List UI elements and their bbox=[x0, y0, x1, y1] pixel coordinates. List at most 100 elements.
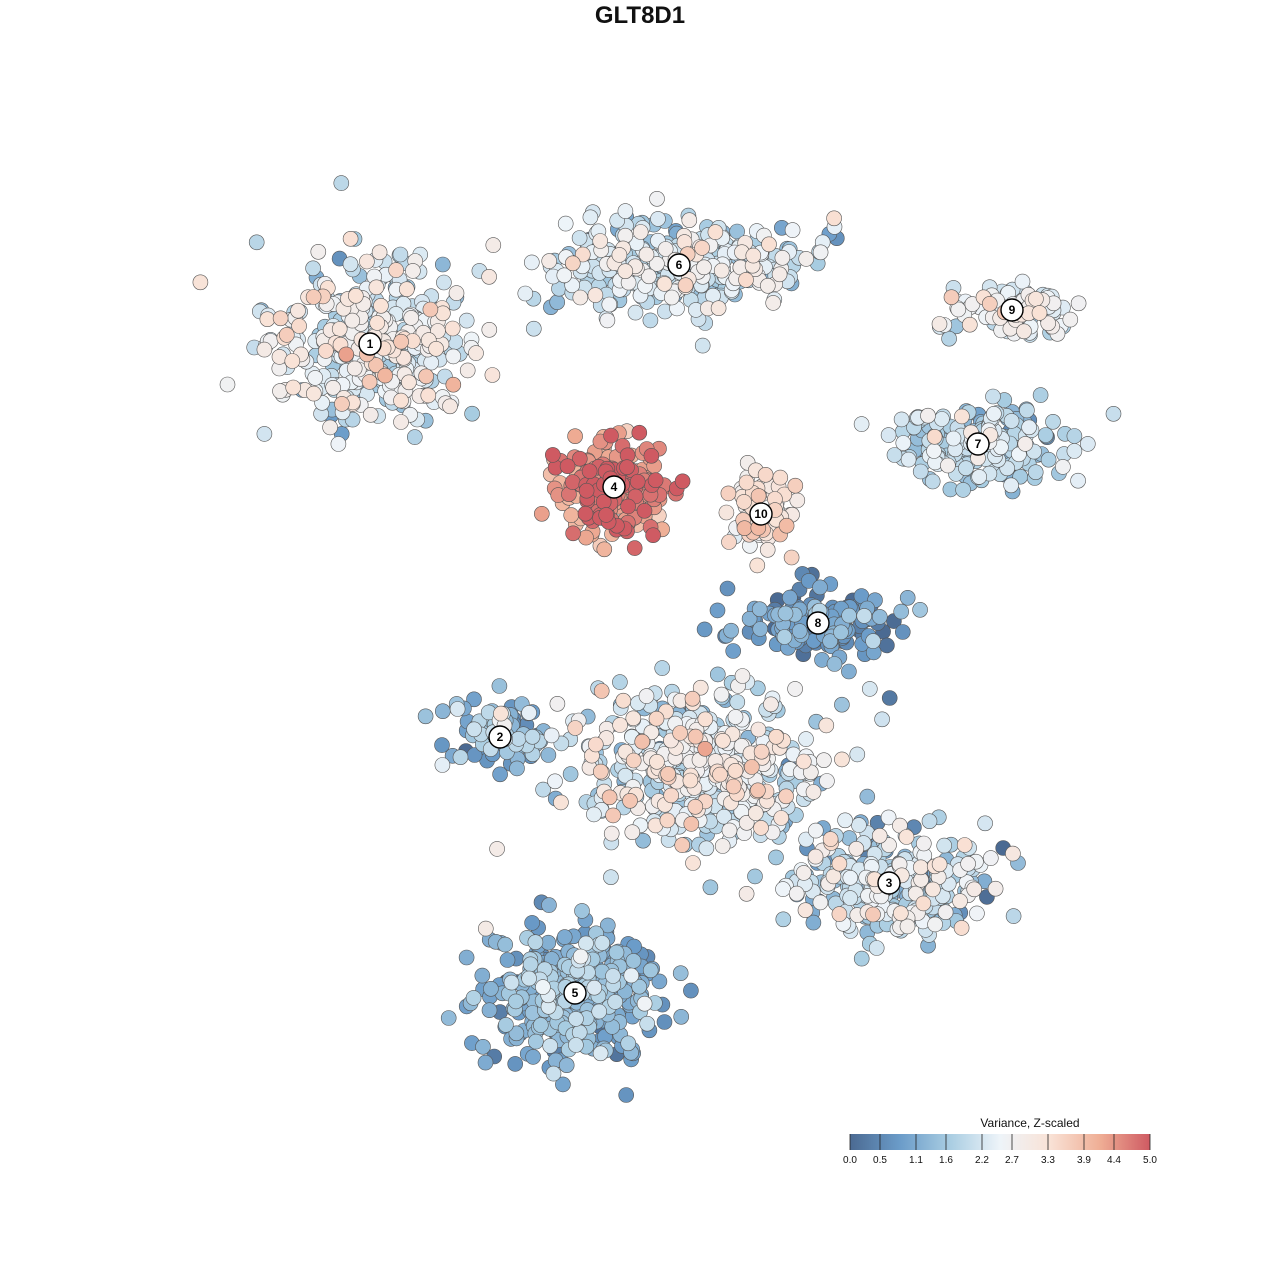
data-point bbox=[248, 234, 265, 251]
data-point bbox=[931, 316, 948, 332]
data-point bbox=[448, 285, 465, 301]
data-point bbox=[568, 1037, 584, 1053]
data-point bbox=[634, 733, 651, 750]
data-point bbox=[458, 312, 475, 329]
data-point bbox=[483, 980, 499, 997]
data-point bbox=[1040, 315, 1056, 332]
data-point bbox=[773, 810, 790, 826]
data-point bbox=[696, 259, 712, 276]
data-point bbox=[541, 253, 558, 269]
data-point bbox=[256, 341, 273, 358]
data-point bbox=[535, 781, 551, 798]
cluster-labels: 1 2 3 4 5 6 7 8 9 10 bbox=[358, 253, 1024, 1005]
data-point bbox=[612, 674, 628, 690]
data-points bbox=[192, 175, 1122, 1103]
data-point bbox=[405, 263, 421, 279]
data-point bbox=[822, 633, 838, 650]
data-point bbox=[750, 782, 766, 799]
data-point bbox=[553, 794, 569, 811]
data-point bbox=[893, 411, 910, 428]
cluster-label-6: 6 bbox=[667, 253, 691, 277]
data-point bbox=[641, 268, 657, 285]
data-point bbox=[697, 740, 713, 757]
data-point bbox=[642, 962, 659, 979]
data-point bbox=[826, 210, 842, 227]
svg-text:4: 4 bbox=[611, 480, 618, 494]
data-point bbox=[477, 920, 494, 937]
data-point bbox=[543, 727, 560, 744]
data-point bbox=[774, 249, 791, 266]
data-point bbox=[750, 721, 767, 738]
data-point bbox=[445, 348, 462, 365]
data-point bbox=[563, 507, 580, 523]
data-point bbox=[474, 967, 491, 984]
data-point bbox=[639, 1015, 656, 1032]
data-point bbox=[718, 504, 735, 521]
data-point bbox=[401, 374, 417, 391]
data-point bbox=[491, 678, 508, 694]
legend-tick-label: 1.6 bbox=[939, 1155, 953, 1166]
data-point bbox=[943, 289, 960, 306]
data-point bbox=[894, 624, 911, 640]
data-point bbox=[707, 224, 724, 240]
data-point bbox=[442, 398, 458, 415]
data-point bbox=[582, 209, 599, 226]
data-point bbox=[788, 885, 805, 902]
data-point bbox=[347, 287, 364, 304]
data-point bbox=[624, 824, 641, 841]
data-point bbox=[759, 277, 776, 294]
data-point bbox=[517, 285, 534, 302]
svg-text:3: 3 bbox=[886, 876, 893, 890]
data-point bbox=[787, 681, 803, 697]
data-point bbox=[291, 318, 307, 334]
data-point bbox=[373, 297, 389, 314]
data-point bbox=[950, 301, 967, 318]
data-point bbox=[727, 709, 744, 725]
data-point bbox=[672, 725, 688, 741]
data-point bbox=[899, 918, 916, 935]
data-point bbox=[285, 379, 302, 396]
data-point bbox=[556, 267, 573, 284]
data-point bbox=[586, 806, 602, 823]
legend-tick-label: 1.1 bbox=[909, 1155, 923, 1166]
data-point bbox=[333, 175, 350, 191]
data-point bbox=[422, 301, 439, 318]
data-point bbox=[477, 1054, 494, 1071]
data-point bbox=[812, 244, 829, 261]
data-point bbox=[444, 320, 461, 337]
data-point bbox=[625, 710, 642, 727]
data-point bbox=[574, 246, 591, 263]
data-point bbox=[961, 316, 978, 333]
cluster-label-7: 7 bbox=[966, 432, 990, 456]
cluster-label-10: 10 bbox=[749, 502, 773, 526]
data-point bbox=[674, 837, 691, 853]
data-point bbox=[406, 429, 423, 445]
data-point bbox=[388, 262, 404, 278]
data-point bbox=[960, 855, 976, 872]
cluster-label-2: 2 bbox=[488, 725, 512, 749]
data-point bbox=[698, 840, 715, 857]
data-point bbox=[825, 868, 842, 885]
data-point bbox=[702, 879, 719, 896]
data-point bbox=[831, 855, 848, 872]
data-point bbox=[612, 717, 628, 733]
data-point bbox=[1105, 405, 1122, 422]
data-point bbox=[346, 360, 363, 377]
data-point bbox=[594, 935, 611, 951]
data-point bbox=[578, 482, 595, 499]
data-point bbox=[466, 721, 482, 738]
data-point bbox=[971, 469, 988, 485]
data-point bbox=[712, 766, 728, 783]
data-point bbox=[434, 703, 451, 720]
data-point bbox=[547, 773, 563, 790]
data-point bbox=[874, 711, 890, 728]
data-point bbox=[571, 450, 588, 467]
data-point bbox=[694, 337, 711, 354]
data-point bbox=[581, 463, 598, 480]
data-point bbox=[747, 868, 763, 885]
data-point bbox=[362, 406, 379, 423]
data-point bbox=[649, 256, 665, 272]
data-point bbox=[853, 950, 870, 967]
data-point bbox=[330, 436, 347, 452]
data-point bbox=[677, 277, 694, 294]
